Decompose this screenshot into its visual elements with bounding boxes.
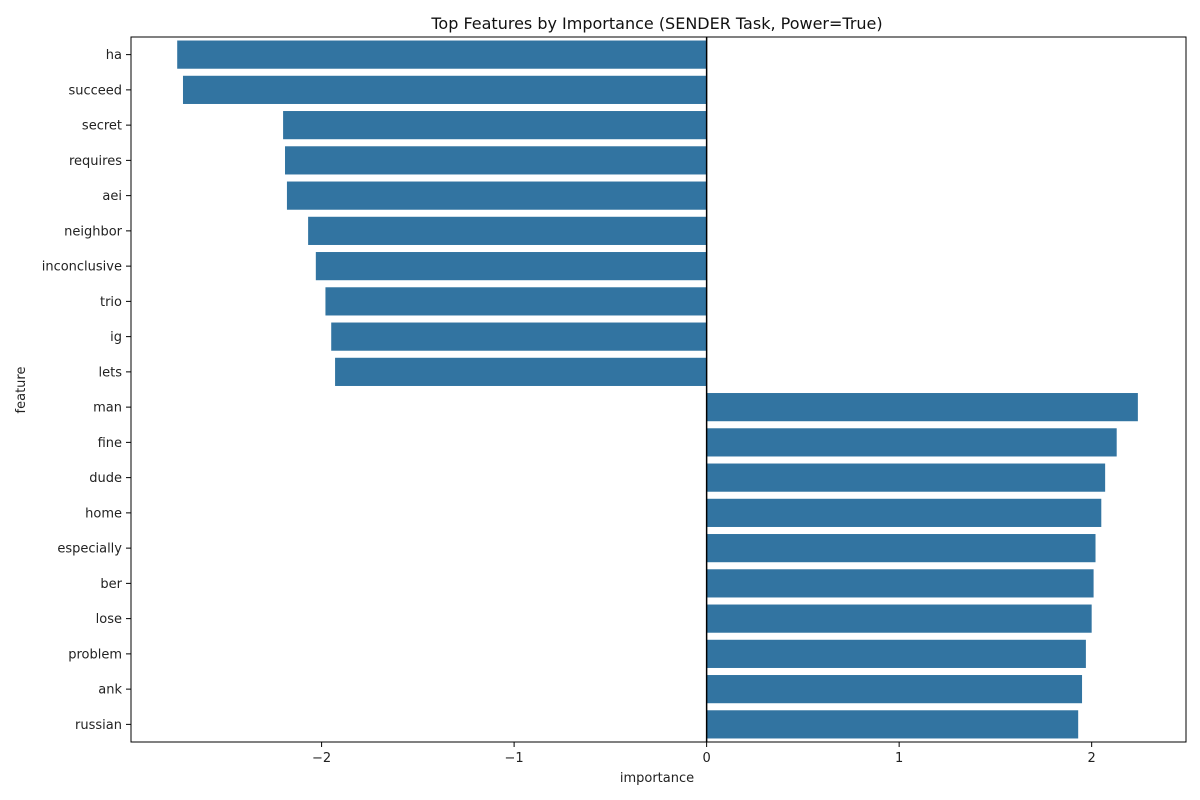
y-tick-label-secret: secret bbox=[82, 119, 122, 134]
bar-trio bbox=[325, 287, 707, 316]
bar-ber bbox=[706, 569, 1094, 598]
y-tick-label-lose: lose bbox=[96, 612, 122, 627]
bar-problem bbox=[706, 639, 1086, 668]
bar-especially bbox=[706, 534, 1096, 563]
x-axis-label: importance bbox=[620, 771, 694, 786]
y-tick-label-problem: problem bbox=[68, 647, 122, 662]
x-tick-label: 2 bbox=[1088, 751, 1096, 766]
y-tick-label-trio: trio bbox=[100, 295, 122, 310]
bar-russian bbox=[706, 710, 1079, 739]
x-tick-label: 0 bbox=[702, 751, 710, 766]
x-tick-label: 1 bbox=[895, 751, 903, 766]
bar-man bbox=[706, 393, 1138, 422]
bar-ha bbox=[177, 40, 707, 69]
x-tick-group: −2 −1 0 1 2 bbox=[312, 742, 1096, 766]
y-tick-label-home: home bbox=[85, 506, 122, 521]
y-tick-label-inconclusive: inconclusive bbox=[42, 260, 122, 275]
y-tick-label-requires: requires bbox=[69, 154, 122, 169]
bar-neighbor bbox=[308, 216, 707, 245]
bar-aei bbox=[286, 181, 707, 210]
y-tick-label-ha: ha bbox=[106, 48, 122, 63]
bar-lose bbox=[706, 604, 1092, 633]
bar-secret bbox=[283, 111, 707, 140]
y-tick-label-succeed: succeed bbox=[68, 83, 122, 98]
y-axis-label: feature bbox=[14, 367, 29, 414]
bar-inconclusive bbox=[315, 252, 707, 281]
bar-requires bbox=[285, 146, 707, 175]
y-tick-label-especially: especially bbox=[57, 542, 122, 557]
plot-frame bbox=[130, 36, 1187, 743]
bars-group bbox=[177, 40, 1138, 739]
y-tick-group: ha succeed secret requires aei neighbor inconc… bbox=[42, 48, 131, 733]
bar-home bbox=[706, 498, 1102, 527]
y-tick-label-ank: ank bbox=[98, 683, 122, 698]
x-tick-label: −1 bbox=[505, 751, 524, 766]
y-tick-label-aei: aei bbox=[102, 189, 122, 204]
bar-lets bbox=[335, 357, 707, 386]
y-tick-label-russian: russian bbox=[75, 718, 122, 733]
x-tick-label: −2 bbox=[312, 751, 331, 766]
bar-dude bbox=[706, 463, 1106, 492]
y-tick-label-lets: lets bbox=[99, 365, 123, 380]
bar-ank bbox=[706, 675, 1083, 704]
bar-succeed bbox=[182, 75, 707, 104]
y-tick-label-fine: fine bbox=[98, 436, 122, 451]
y-tick-label-ig: ig bbox=[110, 330, 122, 345]
y-tick-label-neighbor: neighbor bbox=[64, 224, 123, 239]
bar-ig bbox=[331, 322, 707, 351]
y-tick-label-dude: dude bbox=[89, 471, 122, 486]
bar-fine bbox=[706, 428, 1117, 457]
chart-title: Top Features by Importance (SENDER Task,… bbox=[430, 14, 882, 33]
y-tick-label-ber: ber bbox=[100, 577, 122, 592]
y-tick-label-man: man bbox=[93, 401, 122, 416]
